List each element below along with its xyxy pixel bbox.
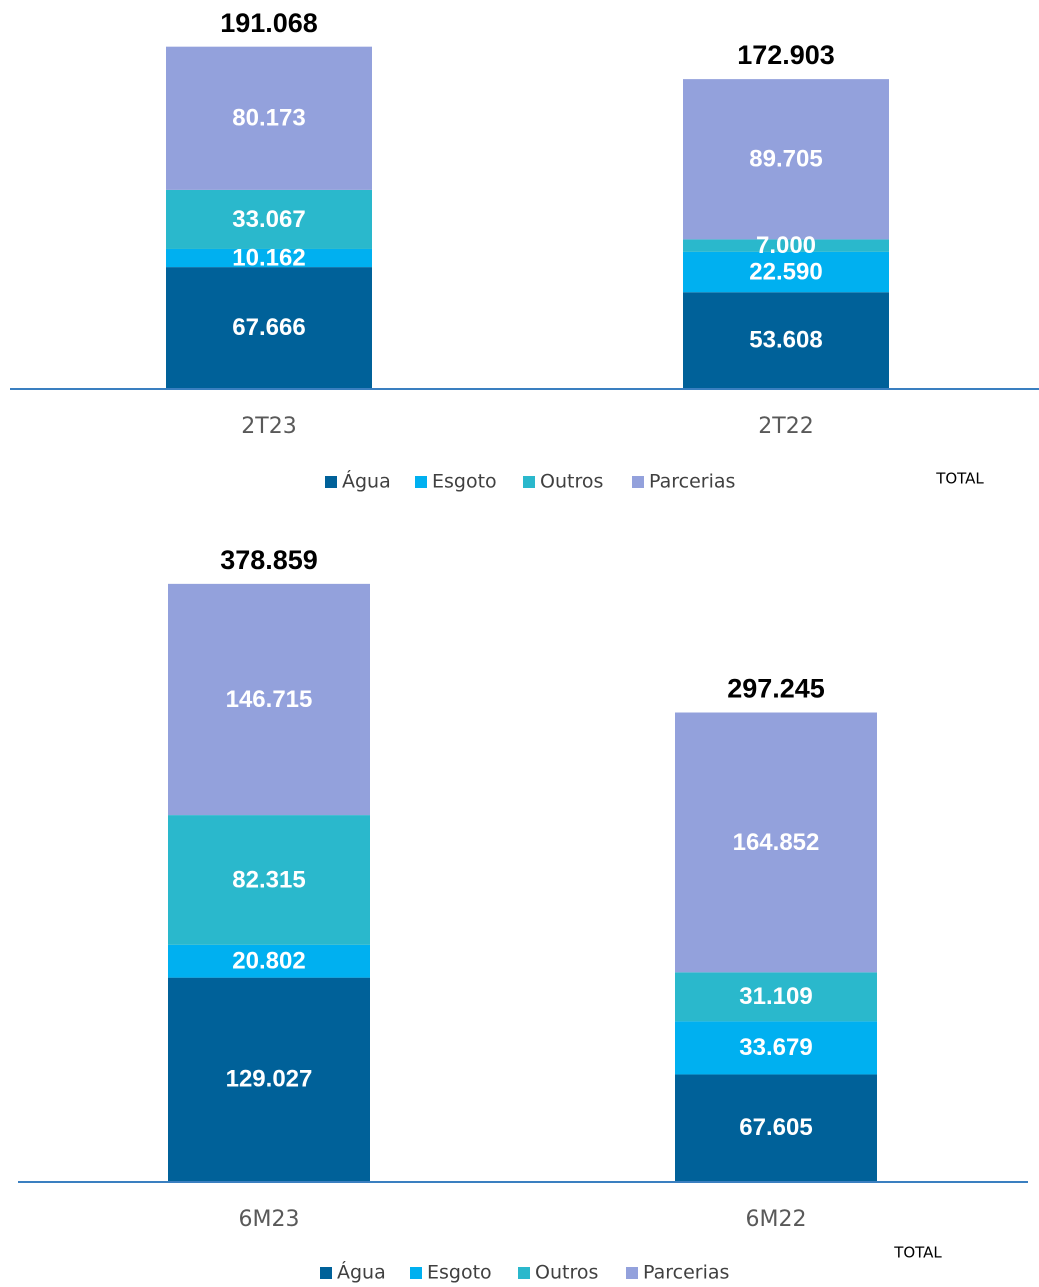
- legend-note: TOTAL: [893, 1244, 942, 1262]
- data-label: 33.679: [739, 1034, 812, 1061]
- legend-label: Outros: [540, 471, 603, 493]
- total-label: 191.068: [220, 8, 318, 38]
- bar-segment: [166, 189, 372, 249]
- bar-segment: [683, 292, 889, 388]
- bar-segment: [683, 251, 889, 293]
- total-label: 172.903: [737, 40, 835, 70]
- data-label: 89.705: [749, 146, 822, 173]
- data-label: 67.605: [739, 1114, 812, 1141]
- category-label: 6M23: [239, 1207, 300, 1232]
- data-label: 164.852: [733, 829, 820, 856]
- legend-swatch: [320, 1267, 332, 1279]
- legend-label: Parcerias: [643, 1262, 729, 1284]
- legend-swatch: [632, 476, 644, 488]
- bar-segment: [675, 712, 877, 973]
- legend-swatch: [410, 1267, 422, 1279]
- bar-segment: [168, 977, 370, 1181]
- total-label: 297.245: [727, 674, 825, 704]
- bar-segment: [675, 1021, 877, 1075]
- legend-swatch: [415, 476, 427, 488]
- data-label: 53.608: [749, 326, 822, 353]
- legend-label: Parcerias: [649, 471, 735, 493]
- legend-swatch: [523, 476, 535, 488]
- data-label: 20.802: [232, 948, 305, 975]
- data-label: 22.590: [749, 258, 822, 285]
- legend-label: Esgoto: [432, 471, 497, 493]
- legend-label: Água: [342, 470, 391, 493]
- legend-label: Esgoto: [427, 1262, 492, 1284]
- legend-swatch: [626, 1267, 638, 1279]
- data-label: 33.067: [232, 206, 305, 233]
- data-label: 80.173: [232, 105, 305, 132]
- bar-segment: [166, 248, 372, 268]
- legend-swatch: [518, 1267, 530, 1279]
- bar-segment: [168, 815, 370, 945]
- bar-segment: [675, 1074, 877, 1181]
- data-label: 82.315: [232, 866, 305, 893]
- data-label: 10.162: [232, 244, 305, 271]
- bar-segment: [683, 79, 889, 240]
- data-label: 31.109: [739, 983, 812, 1010]
- bar-segment: [683, 239, 889, 252]
- legend-label: Água: [337, 1261, 386, 1284]
- data-label: 67.666: [232, 314, 305, 341]
- data-label: 7.000: [756, 232, 816, 259]
- bar-segment: [168, 583, 370, 816]
- data-label: 129.027: [226, 1066, 313, 1093]
- bar-segment: [168, 944, 370, 978]
- legend-label: Outros: [535, 1262, 598, 1284]
- bar-segment: [166, 46, 372, 190]
- bar-segment: [166, 267, 372, 388]
- bar-segment: [675, 972, 877, 1022]
- legend-note: TOTAL: [935, 470, 984, 488]
- total-label: 378.859: [220, 545, 318, 575]
- category-label: 6M22: [746, 1207, 807, 1232]
- category-label: 2T22: [758, 414, 813, 439]
- legend-swatch: [325, 476, 337, 488]
- data-label: 146.715: [226, 686, 313, 713]
- category-label: 2T23: [241, 414, 296, 439]
